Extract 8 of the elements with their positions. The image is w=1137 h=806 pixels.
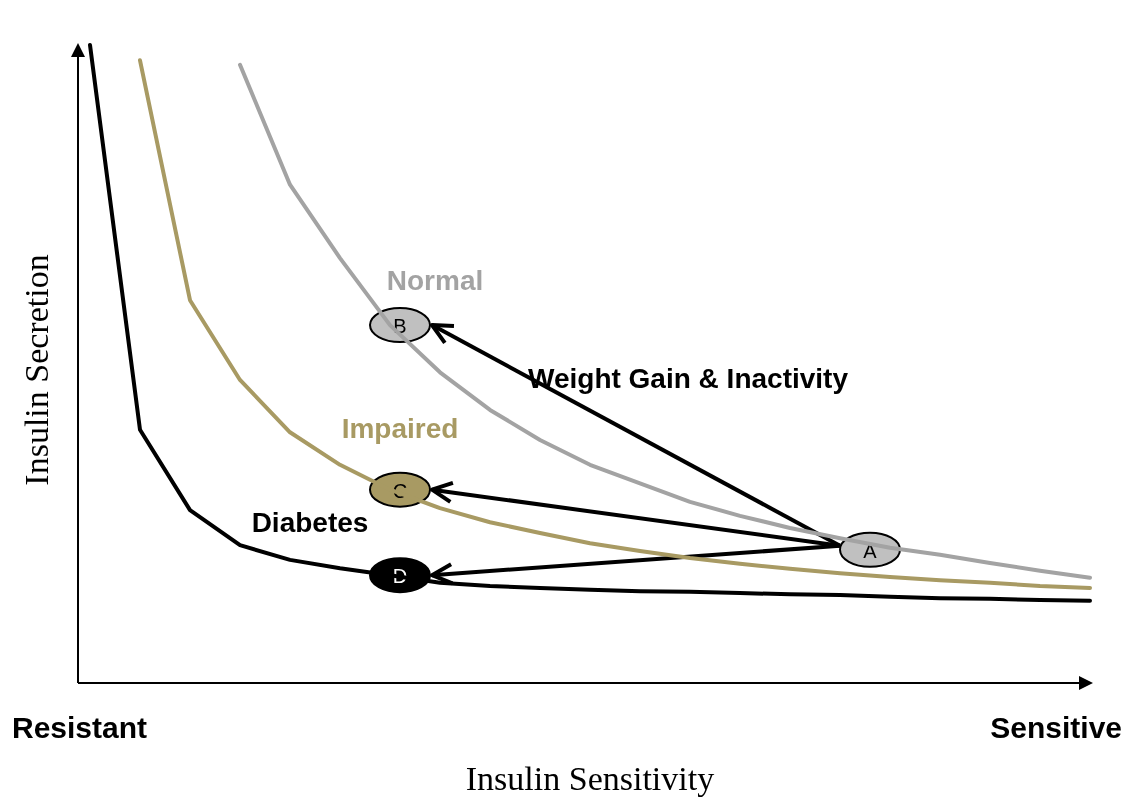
- annotation: Weight Gain & Inactivity: [528, 363, 849, 394]
- text: Resistant: [12, 711, 148, 744]
- x-axis-title: Insulin Sensitivity: [465, 760, 715, 797]
- series-label: Impaired: [341, 412, 459, 444]
- text: Sensitive: [990, 711, 1122, 744]
- series-label: Diabetes: [251, 507, 369, 539]
- y-axis-title: Insulin Secretion: [18, 254, 55, 486]
- series-label: Normal: [386, 265, 484, 297]
